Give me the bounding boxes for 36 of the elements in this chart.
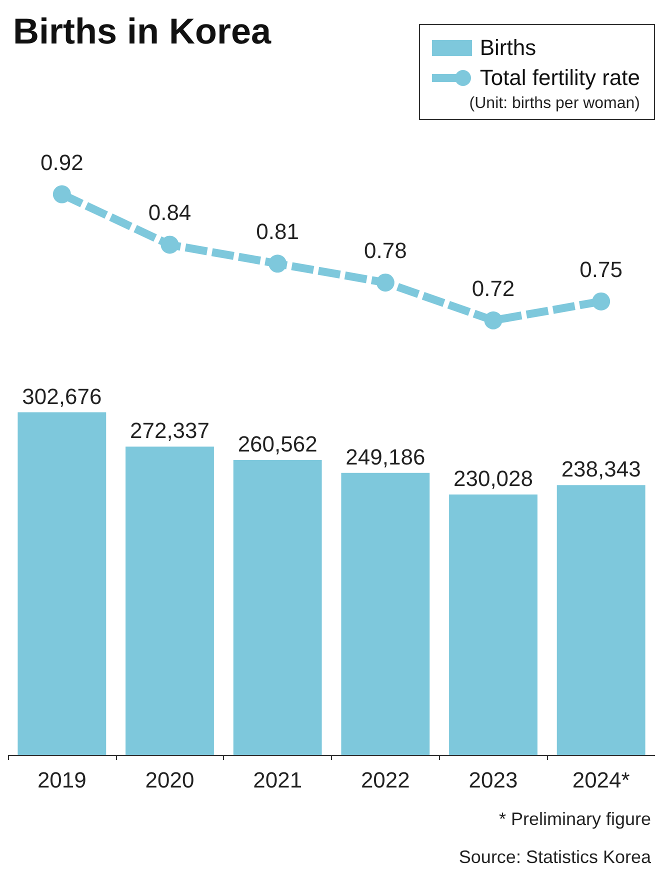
data-label: 272,337 bbox=[130, 418, 210, 444]
data-label: 0.75 bbox=[580, 256, 622, 282]
data-label: 249,186 bbox=[346, 444, 426, 470]
x-tick-label: 2022 bbox=[360, 768, 410, 792]
bar bbox=[233, 460, 322, 755]
text: (Unit: births per woman) bbox=[468, 95, 640, 113]
point bbox=[376, 274, 394, 292]
bar bbox=[341, 472, 430, 755]
x-tick-label: 2024* bbox=[572, 768, 630, 792]
bar bbox=[449, 494, 538, 755]
data-label: 0.92 bbox=[40, 150, 84, 175]
point bbox=[52, 185, 71, 204]
point bbox=[268, 254, 287, 273]
data-label: 238,343 bbox=[561, 456, 641, 482]
x-tick-label: 2020 bbox=[145, 768, 194, 792]
data-label: 260,562 bbox=[238, 431, 318, 456]
x-tick-label: 2021 bbox=[253, 768, 302, 792]
data-label: 302,676 bbox=[22, 384, 102, 409]
data-label: 0.84 bbox=[148, 200, 192, 226]
chart-title: Births in Korea bbox=[13, 10, 272, 52]
bar bbox=[18, 412, 106, 755]
data-label: 0.78 bbox=[364, 238, 407, 264]
text: Births bbox=[480, 35, 536, 60]
data-label: 0.81 bbox=[256, 219, 299, 244]
source-note: Source: Statistics Korea bbox=[458, 847, 652, 867]
x-tick-label: 2023 bbox=[468, 768, 518, 792]
data-label: 0.72 bbox=[472, 276, 515, 301]
bar bbox=[556, 485, 646, 755]
text: * Preliminary figure bbox=[498, 809, 652, 829]
data-label: 230,028 bbox=[453, 466, 534, 492]
bar bbox=[126, 446, 214, 755]
point bbox=[160, 236, 179, 254]
x-tick-label: 2019 bbox=[37, 768, 86, 792]
point bbox=[592, 292, 610, 310]
legend-label: Total fertility rate bbox=[480, 65, 640, 91]
point bbox=[484, 311, 502, 330]
